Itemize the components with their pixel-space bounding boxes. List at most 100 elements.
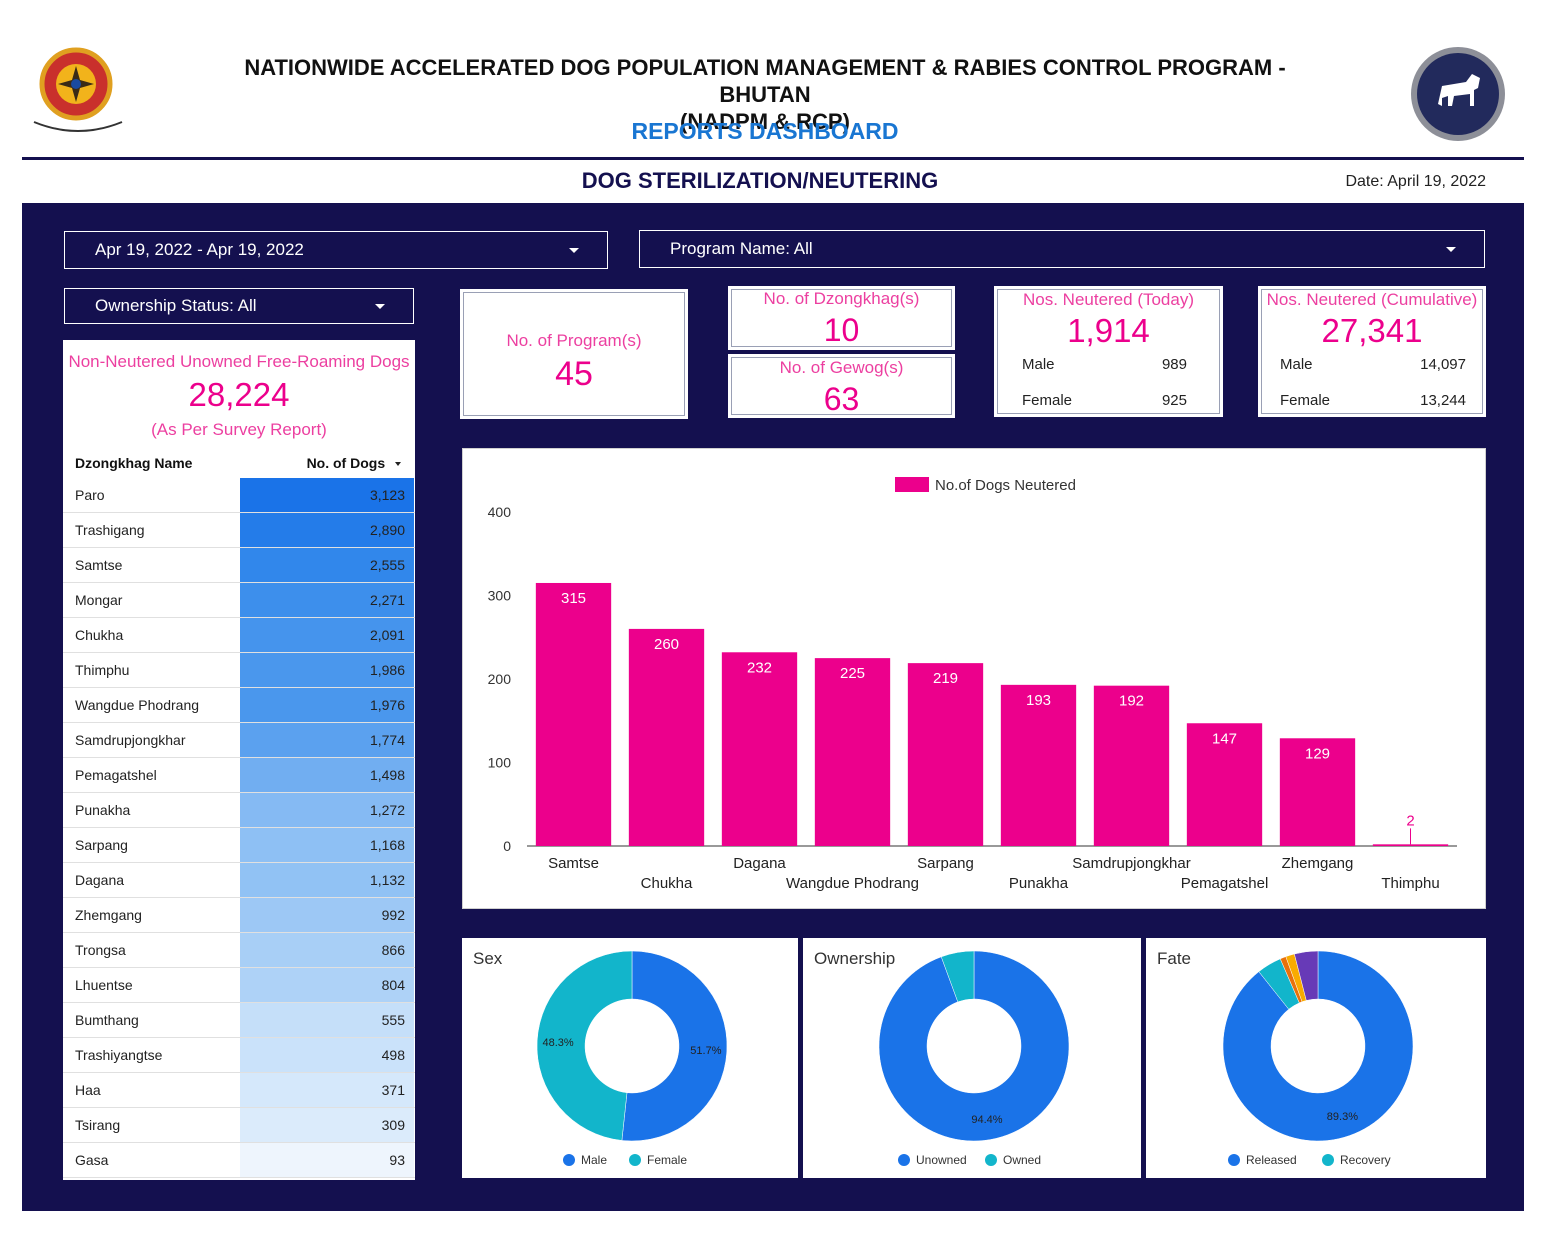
bar[interactable] [814,658,891,846]
row-heat-cell [240,688,414,722]
dzongkhag-name: Trongsa [75,942,126,958]
dog-count: 866 [381,942,405,958]
table-row: Haa 371 [63,1073,415,1108]
chevron-down-icon [375,304,385,309]
bar-value-label: 315 [561,590,586,607]
chevron-down-icon [569,248,579,253]
dzongkhag-name: Haa [75,1082,101,1098]
bar[interactable] [535,582,612,846]
dog-count: 2,271 [369,592,405,608]
bar-value-label: 193 [1026,692,1051,709]
pie-slice-label: 48.3% [543,1037,574,1049]
dog-count: 1,272 [369,802,405,818]
legend-label: Unowned [916,1153,967,1167]
bar[interactable] [628,628,705,846]
date-range-filter[interactable]: Apr 19, 2022 - Apr 19, 2022 [64,231,608,269]
cumulative-female-value: 13,244 [1420,392,1466,409]
dzongkhag-name: Samtse [75,557,123,573]
table-row: Wangdue Phodrang 1,976 [63,688,415,723]
dzongkhag-name: Gasa [75,1152,109,1168]
male-label: Male [1280,356,1313,373]
x-tick-label: Punakha [1009,875,1069,892]
bar[interactable] [1279,738,1356,846]
bar-chart-card: No.of Dogs Neutered 0 100 200 300 400 315 Samts… [462,448,1486,909]
column-header-name[interactable]: Dzongkhag Name [75,455,193,471]
gewogs-scorecard: No. of Gewog(s) 63 [728,354,955,418]
ownership-filter[interactable]: Ownership Status: All [64,288,414,324]
programs-scorecard: No. of Program(s) 45 [460,289,688,419]
row-heat-cell [240,513,414,547]
bar-value-label: 129 [1305,745,1330,762]
survey-table-card: Non-Neutered Unowned Free-Roaming Dogs 2… [63,340,415,1180]
dzongkhag-name: Samdrupjongkhar [75,732,186,748]
dzongkhag-name: Dagana [75,872,125,888]
column-header-value[interactable]: No. of Dogs [307,455,401,471]
dog-count: 1,986 [369,662,405,678]
female-label: Female [1280,392,1331,409]
dog-count: 371 [381,1082,405,1098]
dog-count: 2,555 [369,557,405,573]
bar[interactable] [1372,844,1449,846]
program-filter[interactable]: Program Name: All [639,230,1485,268]
program-filter-label: Program Name: All [670,239,813,258]
bar-chart: No.of Dogs Neutered 0 100 200 300 400 315 Samts… [488,477,1457,892]
bar-value-label: 147 [1212,730,1237,747]
chevron-down-icon [1446,247,1456,252]
table-row: Tsirang 309 [63,1108,415,1143]
dzongkhags-value: 10 [823,312,860,348]
legend-label: No.of Dogs Neutered [935,477,1076,494]
male-label: Male [1022,356,1055,373]
survey-value: 28,224 [188,376,290,413]
bar[interactable] [907,663,984,846]
dog-count: 93 [389,1152,405,1168]
pie-slice[interactable] [536,950,633,1141]
bar-value-label: 260 [654,636,679,653]
x-tick-label: Wangdue Phodrang [786,875,919,892]
table-row: Dagana 1,132 [63,863,415,898]
dzongkhag-name: Thimphu [75,662,130,678]
gewogs-value: 63 [823,381,860,417]
dog-count: 1,168 [369,837,405,853]
female-label: Female [1022,392,1073,409]
dog-count: 3,123 [369,487,405,503]
bar[interactable] [1186,723,1263,846]
pie-slice[interactable] [1222,950,1414,1142]
bar[interactable] [1000,684,1077,846]
today-female-value: 925 [1161,392,1187,409]
dog-count: 1,774 [369,732,405,748]
table-row: Mongar 2,271 [63,583,415,618]
date-range-label: Apr 19, 2022 - Apr 19, 2022 [95,240,304,259]
pie-slice[interactable] [878,950,1070,1142]
neutered-cumulative-scorecard: Nos. Neutered (Cumulative) 27,341 Male 14… [1258,286,1486,417]
row-heat-cell [240,548,414,582]
bar-value-label: 225 [840,665,865,682]
row-heat-cell [240,1143,414,1177]
dzongkhag-name: Trashiyangtse [75,1047,163,1063]
bar[interactable] [721,652,798,846]
table-row: Trashiyangtse 498 [63,1038,415,1073]
pie-slice[interactable] [621,950,728,1142]
pie-title: Ownership [814,949,895,968]
table-row: Pemagatshel 1,498 [63,758,415,793]
ownership-pie-card: Ownership 94.4% Unowned Owned [803,938,1141,1178]
today-label: Nos. Neutered (Today) [1022,290,1195,309]
pie-slice[interactable] [940,950,975,1003]
dzongkhag-name: Punakha [75,802,131,818]
legend-label: Released [1246,1153,1297,1167]
title-line-2: (NADPM & RCP) [680,109,850,134]
cumulative-value: 27,341 [1321,312,1423,349]
legend-label: Recovery [1340,1153,1391,1167]
dzongkhag-name: Zhemgang [75,907,142,923]
bar-value-label: 2 [1406,812,1414,829]
bar[interactable] [1093,685,1170,846]
dog-count: 1,132 [369,872,405,888]
row-heat-cell [240,1003,414,1037]
pie-slice[interactable] [1294,950,1319,1001]
ownership-filter-label: Ownership Status: All [95,296,257,315]
neutered-today-scorecard: Nos. Neutered (Today) 1,914 Male 989 Fema… [994,286,1223,417]
dog-count: 1,498 [369,767,405,783]
row-heat-cell [240,478,414,512]
sex-pie-chart: Sex 51.7% 48.3% Male Female [473,949,728,1167]
bhutan-emblem-logo [28,44,128,139]
dzongkhag-name: Lhuentse [75,977,133,993]
